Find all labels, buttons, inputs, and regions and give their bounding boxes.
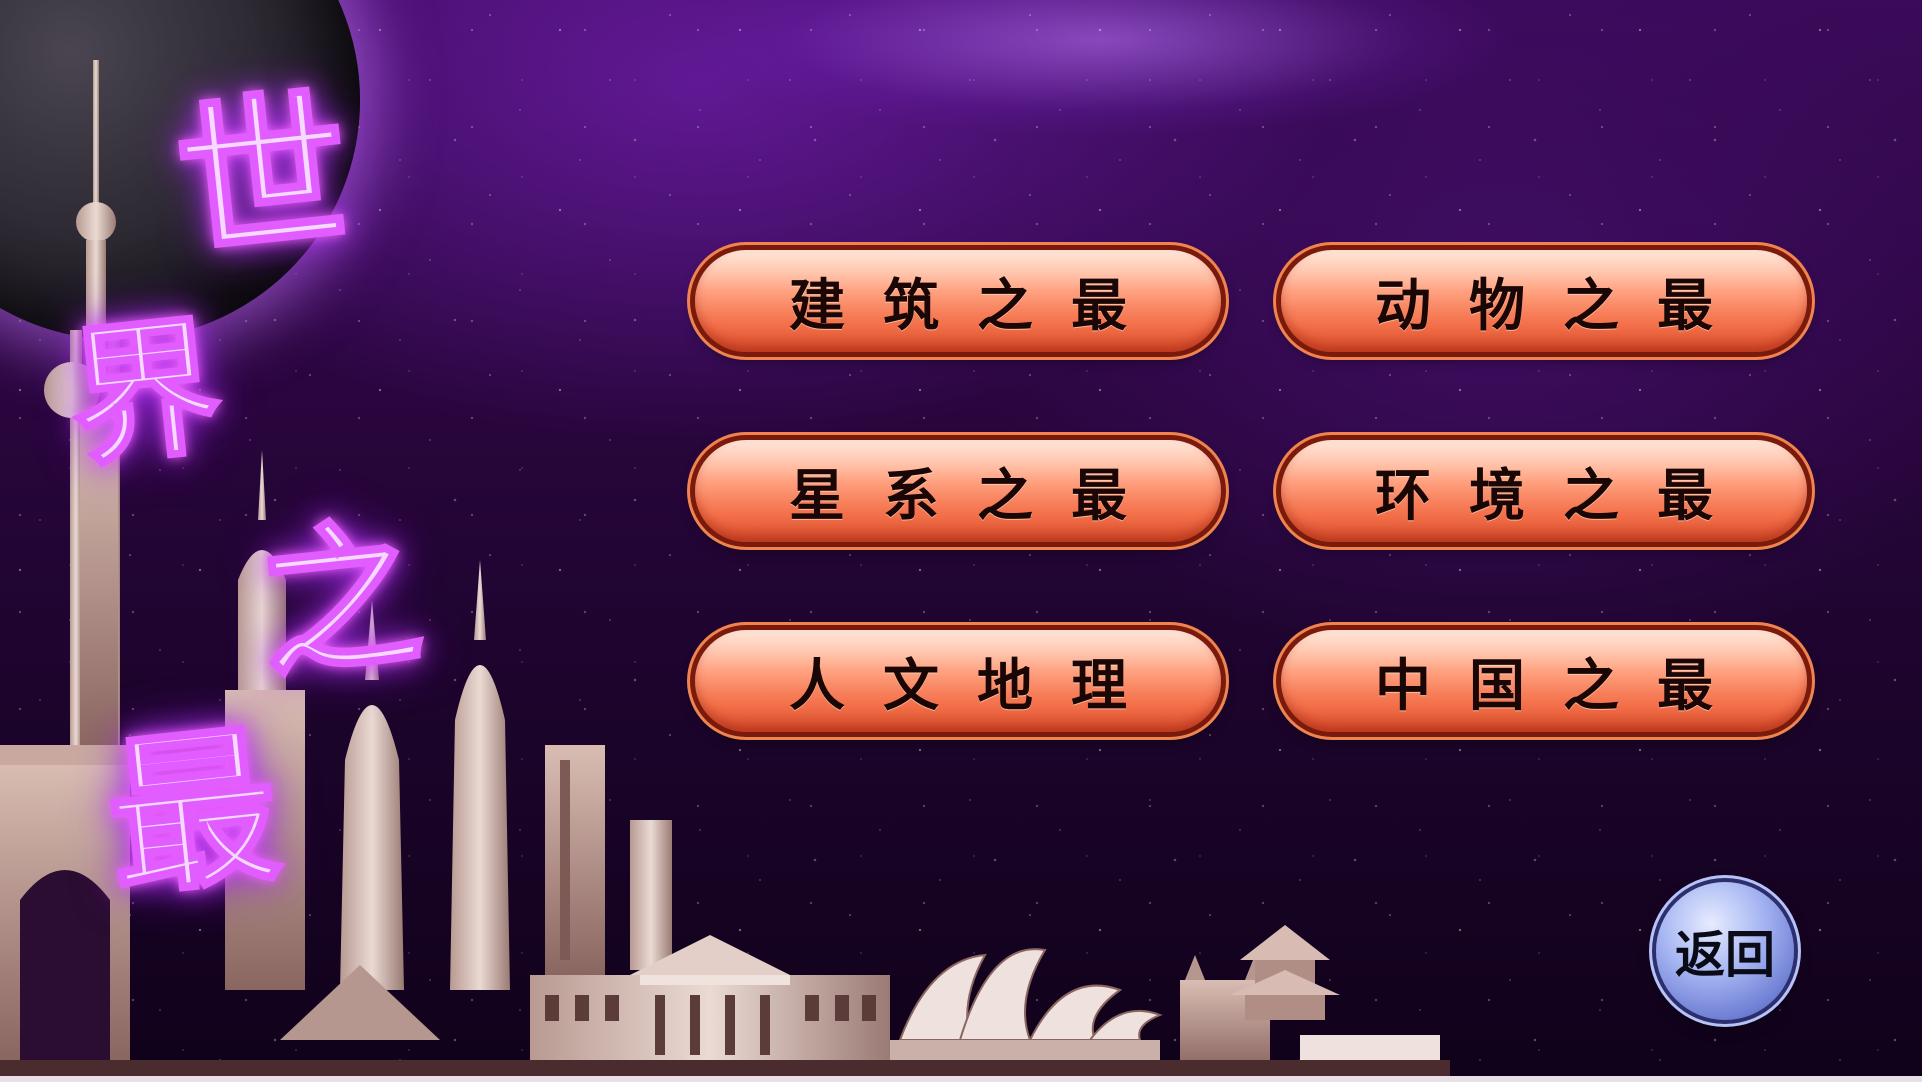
menu-button-animals[interactable]: 动物之最	[1281, 250, 1807, 352]
menu-button-label: 星系之最	[789, 462, 1165, 529]
back-button-label: 返回	[1675, 926, 1775, 984]
menu-button-china[interactable]: 中国之最	[1281, 630, 1807, 732]
title-char-3: 之	[249, 497, 431, 704]
menu-button-galaxies[interactable]: 星系之最	[695, 440, 1221, 542]
title-char-4: 最	[97, 703, 290, 923]
menu-button-human-geography[interactable]: 人文地理	[695, 630, 1221, 732]
back-button[interactable]: 返回	[1656, 882, 1794, 1020]
menu-button-label: 环境之最	[1375, 462, 1751, 529]
menu-button-buildings[interactable]: 建筑之最	[695, 250, 1221, 352]
title-char-1: 世	[167, 67, 360, 287]
menu-button-label: 建筑之最	[789, 272, 1165, 339]
menu-button-label: 人文地理	[789, 652, 1165, 719]
menu-button-label: 动物之最	[1375, 272, 1751, 339]
menu-button-label: 中国之最	[1375, 652, 1751, 719]
bottom-edge-divider	[0, 1076, 1922, 1082]
title-char-2: 界	[60, 296, 231, 490]
menu-button-environment[interactable]: 环境之最	[1281, 440, 1807, 542]
